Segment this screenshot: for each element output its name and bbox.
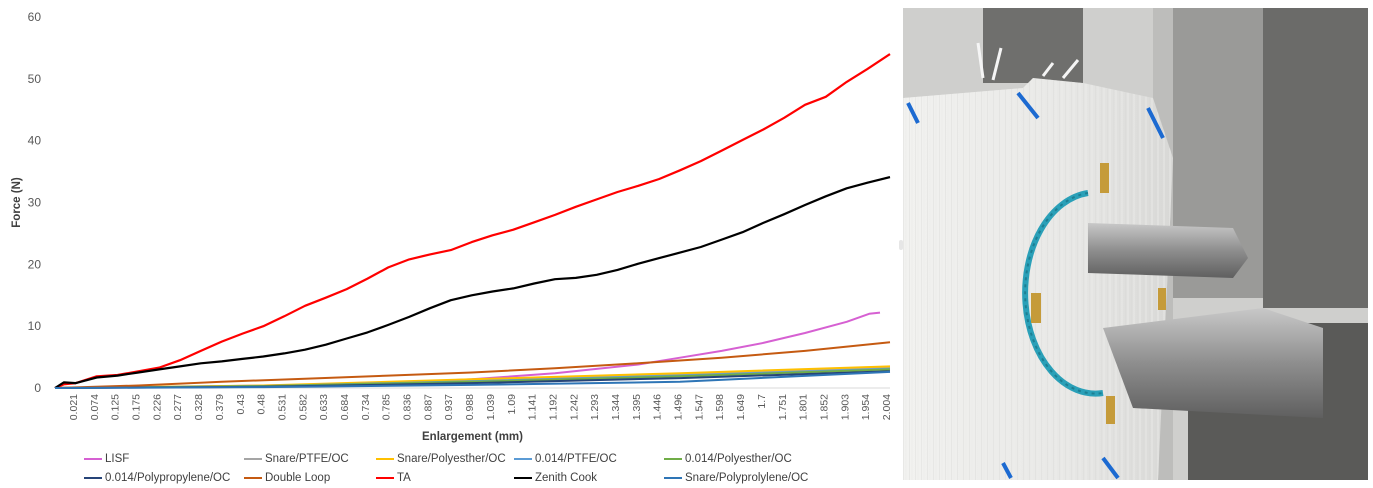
x-tick-label: 0.785 xyxy=(381,394,393,420)
x-tick-label: 0.226 xyxy=(151,394,163,420)
legend-swatch xyxy=(84,477,102,479)
x-tick-label: 1.649 xyxy=(735,394,747,420)
legend-swatch xyxy=(376,458,394,460)
legend-swatch xyxy=(244,477,262,479)
legend-item: Zenith Cook xyxy=(514,470,597,486)
legend-swatch xyxy=(376,477,394,479)
series-line-7 xyxy=(54,53,891,390)
x-tick-label: 1.801 xyxy=(798,394,810,420)
x-tick-label: 0.988 xyxy=(464,394,476,420)
legend-item: Snare/PTFE/OC xyxy=(244,451,349,467)
x-tick-label: 1.954 xyxy=(860,394,872,420)
suture-tensile-test-photo xyxy=(903,8,1368,480)
x-tick-label: 0.48 xyxy=(256,394,268,415)
series-line-6 xyxy=(54,341,891,389)
legend-item: 0.014/PTFE/OC xyxy=(514,451,617,467)
y-tick-label: 60 xyxy=(28,10,42,24)
legend-swatch xyxy=(244,458,262,460)
x-tick-label: 1.192 xyxy=(547,394,559,420)
x-tick-label: 0.734 xyxy=(360,394,372,420)
y-tick-label: 0 xyxy=(34,381,41,395)
legend-label: TA xyxy=(397,472,411,484)
legend-item: Snare/Polyprolylene/OC xyxy=(664,470,808,486)
test-fixture-illustration xyxy=(903,8,1368,480)
x-tick-label: 0.836 xyxy=(402,394,414,420)
x-tick-label: 1.7 xyxy=(756,394,768,409)
legend-swatch xyxy=(514,477,532,479)
x-tick-label: 1.293 xyxy=(589,394,601,420)
y-tick-label: 50 xyxy=(28,72,42,86)
x-tick-label: 1.547 xyxy=(693,394,705,420)
chart-legend: LISF Snare/PTFE/OC Snare/Polyesther/OC 0.01… xyxy=(84,451,884,487)
x-tick-label: 0.125 xyxy=(110,394,122,420)
y-tick-label: 20 xyxy=(28,257,42,271)
series-line-8 xyxy=(54,176,891,389)
legend-label: 0.014/Polyesther/OC xyxy=(685,453,792,465)
x-tick-label: 1.852 xyxy=(818,394,830,420)
x-tick-label: 0.633 xyxy=(318,394,330,420)
x-tick-label: 0.074 xyxy=(89,394,101,420)
x-tick-label: 0.531 xyxy=(276,394,288,420)
legend-swatch xyxy=(664,477,682,479)
y-tick-label: 40 xyxy=(28,134,42,148)
x-tick-label: 2.004 xyxy=(881,394,893,420)
chart-plot-area: 0 10 20 30 40 50 60 0.021 0.074 0.125 0.175 0.226 0.… xyxy=(11,10,893,443)
x-tick-label: 1.395 xyxy=(631,394,643,420)
legend-label: LISF xyxy=(105,453,130,465)
line-chart: 0 10 20 30 40 50 60 0.021 0.074 0.125 0.175 0.226 0.… xyxy=(11,10,893,487)
panel-divider xyxy=(899,240,903,250)
x-tick-label: 1.598 xyxy=(714,394,726,420)
legend-label: Double Loop xyxy=(265,472,331,484)
y-axis-title: Force (N) xyxy=(11,177,23,228)
legend-label: Snare/Polyesther/OC xyxy=(397,453,506,465)
x-tick-label: 1.242 xyxy=(568,394,580,420)
legend-swatch xyxy=(84,458,102,460)
legend-label: Zenith Cook xyxy=(535,472,598,484)
x-tick-label: 0.175 xyxy=(131,394,143,420)
legend-label: 0.014/PTFE/OC xyxy=(535,453,617,465)
x-tick-label: 1.09 xyxy=(506,394,518,415)
x-tick-label: 0.021 xyxy=(68,394,80,420)
y-tick-label: 30 xyxy=(28,196,42,210)
x-tick-label: 1.751 xyxy=(777,394,789,420)
legend-item: TA xyxy=(376,470,411,486)
legend-item: Double Loop xyxy=(244,470,330,486)
x-tick-label: 1.903 xyxy=(839,394,851,420)
x-tick-label: 0.277 xyxy=(172,394,184,420)
x-tick-label: 0.937 xyxy=(443,394,455,420)
legend-label: 0.014/Polypropylene/OC xyxy=(105,472,231,484)
x-tick-label: 1.039 xyxy=(485,394,497,420)
x-tick-label: 0.582 xyxy=(297,394,309,420)
legend-item: Snare/Polyesther/OC xyxy=(376,451,506,467)
y-tick-label: 10 xyxy=(28,319,42,333)
legend-label: Snare/PTFE/OC xyxy=(265,453,349,465)
x-tick-label: 0.684 xyxy=(339,394,351,420)
series-line-9 xyxy=(54,370,891,389)
x-tick-label: 1.141 xyxy=(527,394,539,420)
x-tick-label: 0.328 xyxy=(193,394,205,420)
legend-item: 0.014/Polyesther/OC xyxy=(664,451,792,467)
x-tick-label: 1.496 xyxy=(673,394,685,420)
x-tick-label: 0.887 xyxy=(422,394,434,420)
legend-item: 0.014/Polypropylene/OC xyxy=(84,470,230,486)
legend-swatch xyxy=(664,458,682,460)
x-tick-label: 1.344 xyxy=(610,394,622,420)
x-tick-label: 0.43 xyxy=(235,394,247,415)
legend-label: Snare/Polyprolylene/OC xyxy=(685,472,809,484)
x-axis-title: Enlargement (mm) xyxy=(422,431,523,443)
legend-swatch xyxy=(514,458,532,460)
x-tick-label: 0.379 xyxy=(214,394,226,420)
x-tick-label: 1.446 xyxy=(652,394,664,420)
legend-item: LISF xyxy=(84,451,129,467)
series-line-0 xyxy=(54,311,881,389)
